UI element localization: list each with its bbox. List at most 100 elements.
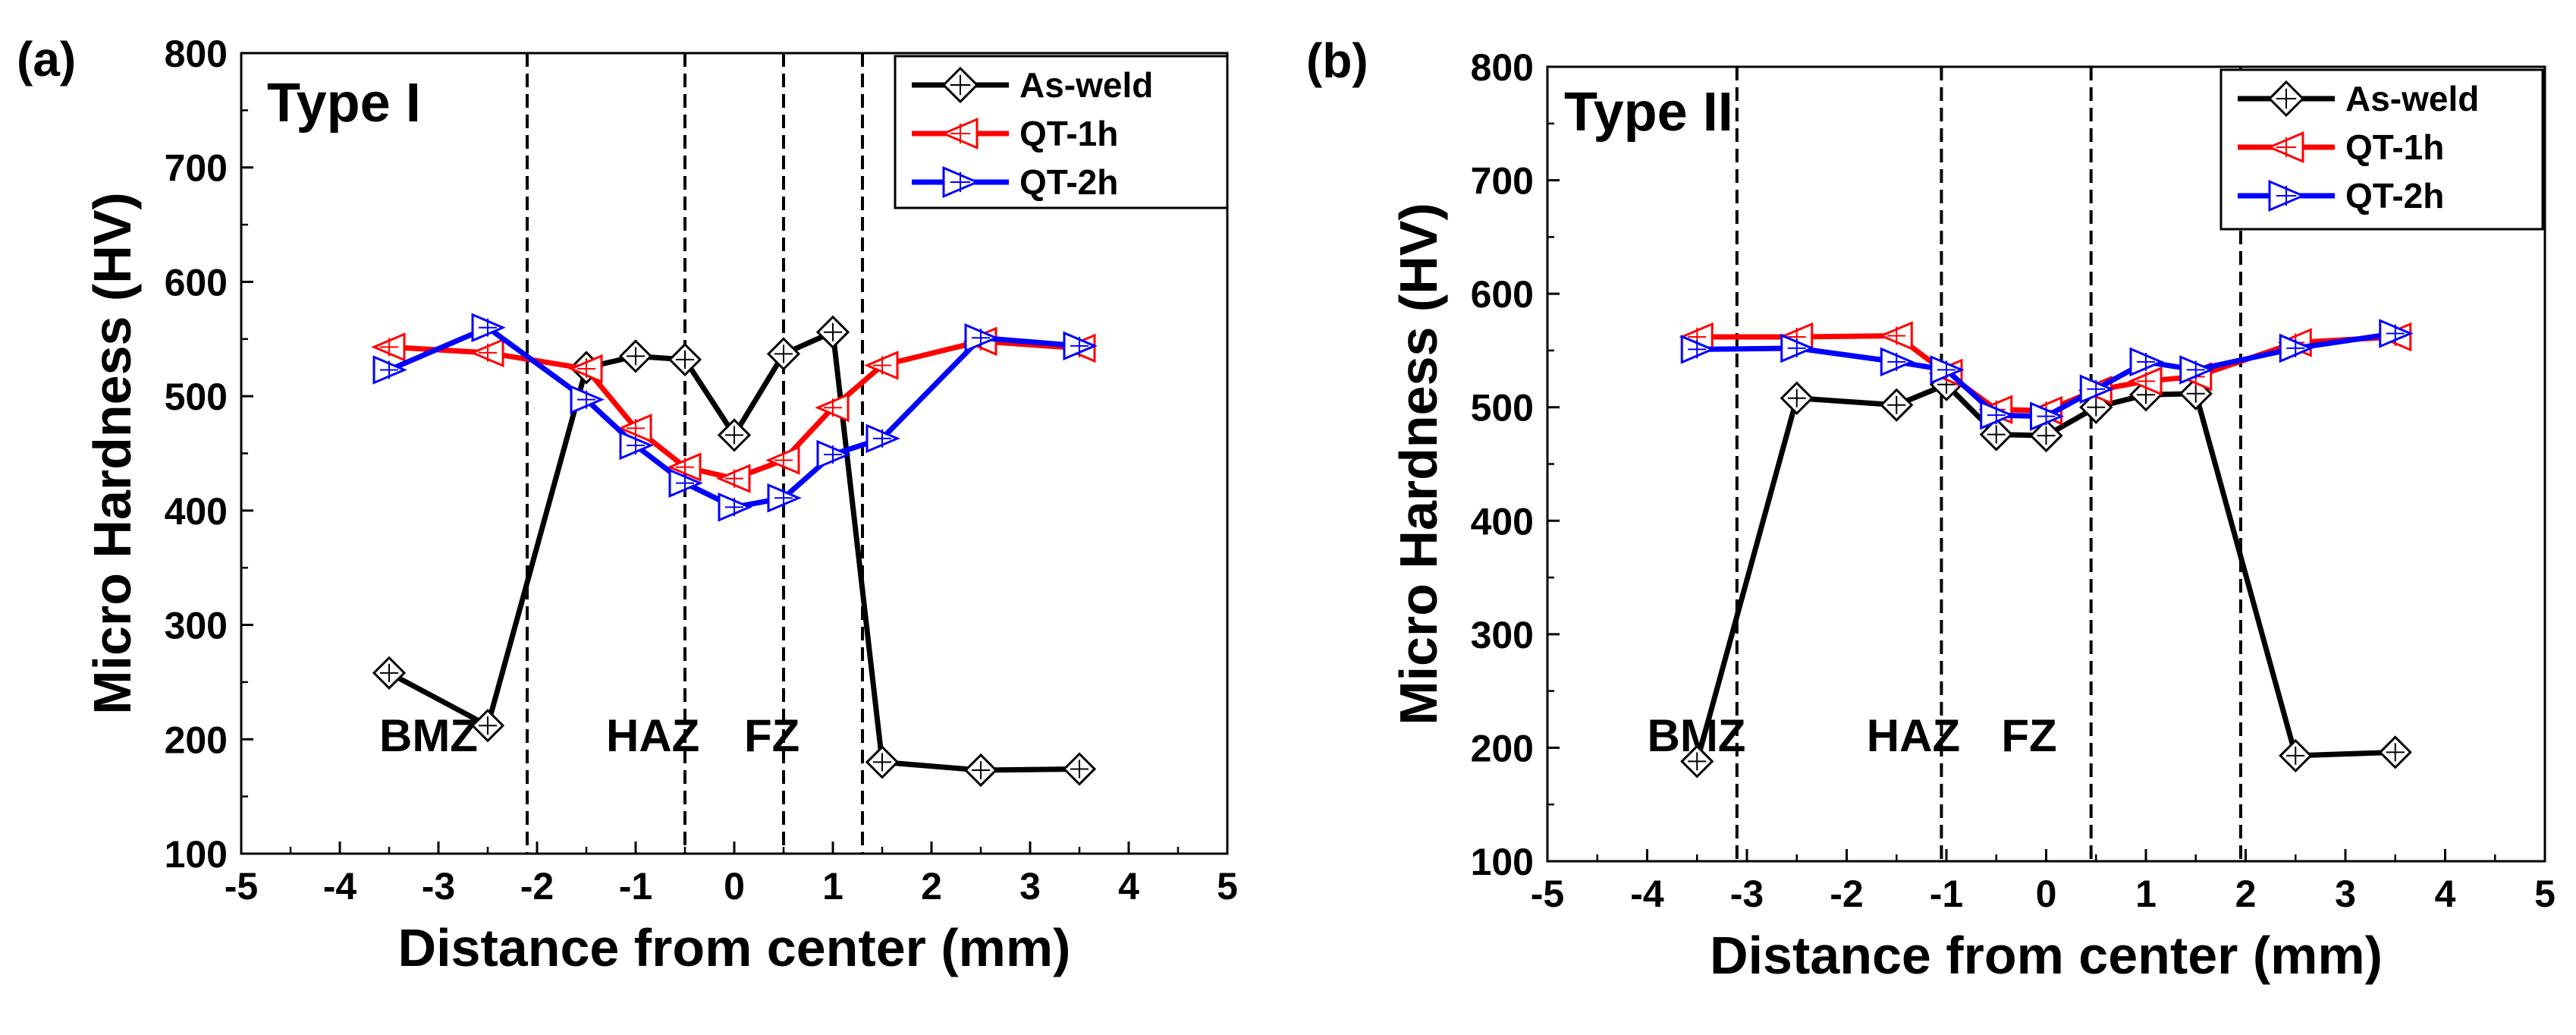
x-tick-label: 2: [921, 865, 942, 908]
series-as-weld: [1680, 367, 2412, 779]
y-tick-label: 200: [1471, 727, 1534, 769]
x-tick-label: -2: [520, 865, 554, 908]
data-point: [864, 351, 899, 380]
series-qt-1h: [371, 326, 1096, 493]
legend: As-weld QT-1h QT-2h: [2219, 68, 2544, 231]
data-point: [1980, 400, 2015, 430]
x-tick-label: 5: [1217, 865, 1238, 908]
data-point: [765, 445, 800, 475]
data-point: [2129, 347, 2164, 377]
data-point: [2079, 374, 2115, 404]
legend-marker: [2268, 180, 2306, 212]
data-point: [1680, 744, 1714, 779]
data-point: [2030, 401, 2065, 431]
data-point: [570, 385, 605, 414]
data-point: [1880, 388, 1914, 422]
panel-title: Type I: [267, 73, 421, 134]
panel-title: Type II: [1564, 82, 1733, 143]
legend-marker: [942, 166, 980, 198]
legend-label: QT-1h: [2345, 127, 2444, 167]
y-tick-label: 700: [1471, 160, 1534, 203]
y-tick-label: 600: [1471, 273, 1534, 316]
x-axis-label: Distance from center (mm): [398, 918, 1071, 977]
data-point: [766, 337, 801, 371]
y-tick-label: 300: [165, 605, 228, 647]
x-tick-label: -3: [1730, 873, 1764, 915]
data-point: [568, 354, 603, 384]
data-point: [1930, 355, 1965, 385]
x-tick-label: 1: [822, 865, 843, 908]
y-tick-label: 600: [165, 261, 228, 304]
x-tick-label: -1: [1930, 873, 1963, 915]
data-point: [668, 342, 702, 377]
data-point: [667, 452, 702, 482]
panel-b: -5 -4 -3 -2 -1 0 1 2 3 4 5 100 200 300 400 500 600 700 800…: [1306, 33, 2556, 985]
data-point: [1979, 417, 2013, 451]
x-tick-label: 3: [1019, 865, 1041, 908]
data-point: [964, 323, 999, 353]
y-tick-label: 800: [1471, 46, 1534, 89]
data-point: [716, 464, 751, 493]
legend-label: QT-2h: [2345, 176, 2444, 215]
y-axis-label: Micro Hardness (HV): [83, 192, 142, 714]
data-point: [372, 656, 407, 690]
data-point: [1063, 331, 1098, 361]
x-tick-label: 0: [2036, 873, 2057, 915]
data-point: [470, 338, 504, 368]
x-tick-label: -2: [1830, 873, 1863, 915]
x-tick-label: -4: [323, 865, 357, 908]
data-point: [865, 423, 900, 454]
y-tick-label: 400: [1471, 500, 1534, 543]
data-point: [2128, 366, 2163, 396]
panel-label: (b): [1306, 33, 1368, 88]
x-tick-label: -5: [1531, 873, 1564, 915]
data-point: [2379, 319, 2414, 348]
panel-a: -5 -4 -3 -2 -1 0 1 2 3 4 5 100 200 300 400 500 600 700 800…: [17, 32, 1238, 977]
y-tick-label: 400: [165, 490, 228, 533]
x-tick-label: 4: [1118, 865, 1139, 908]
data-point: [1062, 752, 1097, 786]
data-point: [717, 418, 752, 452]
data-point: [619, 430, 654, 461]
data-point: [1780, 333, 1815, 363]
series-qt-2h: [372, 313, 1098, 522]
legend-marker: [941, 118, 979, 149]
data-point: [963, 753, 998, 788]
legend-marker: [941, 66, 979, 104]
zone-label: FZ: [744, 710, 800, 761]
y-tick-label: 700: [165, 147, 228, 190]
data-point: [767, 483, 802, 513]
data-point: [718, 492, 752, 522]
x-tick-label: 5: [2534, 873, 2556, 915]
x-tick-label: 4: [2435, 873, 2456, 915]
x-tick-label: -3: [422, 865, 455, 908]
y-tick-label: 200: [165, 719, 228, 761]
data-point: [1878, 321, 1913, 351]
y-tick-label: 100: [165, 833, 228, 876]
data-point: [815, 392, 850, 423]
legend-label: As-weld: [2345, 79, 2479, 118]
y-tick-label: 500: [1471, 387, 1534, 429]
data-point: [1780, 381, 1814, 415]
x-tick-label: 3: [2335, 873, 2356, 915]
zone-label: BMZ: [379, 710, 478, 761]
data-point: [815, 315, 850, 349]
data-point: [2279, 333, 2314, 363]
legend: As-weld QT-1h QT-2h: [894, 55, 1229, 209]
data-point: [2179, 355, 2214, 385]
y-tick-label: 300: [1471, 614, 1534, 656]
data-point: [668, 468, 703, 498]
data-point: [617, 414, 652, 443]
zone-label: FZ: [2001, 710, 2056, 761]
legend-label: As-weld: [1019, 65, 1153, 105]
data-point: [372, 355, 407, 385]
data-point: [2029, 418, 2063, 453]
legend-label: QT-1h: [1019, 114, 1118, 153]
data-point: [1680, 335, 1716, 364]
legend-marker: [2267, 131, 2304, 163]
legend-label: QT-2h: [1019, 162, 1118, 202]
x-tick-label: -1: [619, 865, 652, 908]
panel-label: (a): [17, 32, 76, 87]
data-point: [816, 439, 851, 470]
